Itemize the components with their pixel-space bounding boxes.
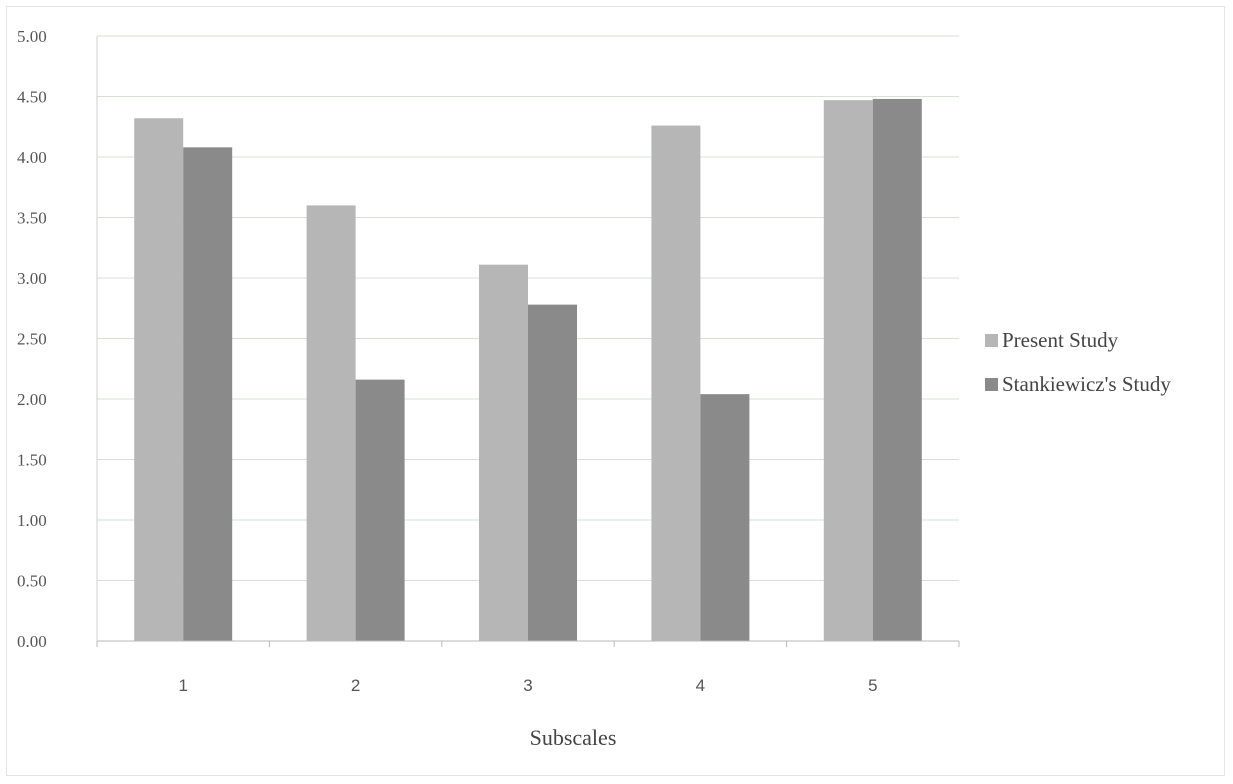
axes: [96, 36, 960, 647]
bar-stankiewicz-study-1: [183, 147, 233, 641]
bar-chart: 0.00 0.50 1.00 1.50 2.00 2.50 3.00 3.50 4.00 4.50…: [17, 27, 960, 750]
y-tick-label: 4.50: [17, 88, 47, 107]
y-tick-label: 4.00: [17, 148, 47, 167]
bar-stankiewicz-study-5: [872, 98, 922, 642]
x-tick-label: 5: [868, 676, 877, 695]
y-tick-label: 3.00: [17, 269, 47, 288]
y-tick-labels: 0.00 0.50 1.00 1.50 2.00 2.50 3.00 3.50 4.00 4.50…: [17, 27, 47, 651]
bars: [134, 98, 922, 642]
bar-stankiewicz-study-2: [355, 379, 405, 641]
y-tick-label: 2.00: [17, 390, 47, 409]
legend-label: Present Study: [1002, 327, 1119, 352]
bar-present-study-2: [306, 205, 356, 641]
y-tick-label: 3.50: [17, 209, 47, 228]
legend: Present Study Stankiewicz's Study: [985, 318, 1230, 406]
x-axis-title: Subscales: [530, 725, 617, 750]
y-tick-label: 0.00: [17, 632, 47, 651]
x-tick-label: 4: [696, 676, 705, 695]
y-tick-label: 1.50: [17, 451, 47, 470]
bar-stankiewicz-study-3: [528, 304, 577, 641]
legend-swatch: [985, 333, 998, 347]
legend-swatch: [985, 377, 998, 391]
x-tick-label: 1: [178, 676, 187, 695]
bar-present-study-3: [479, 264, 528, 641]
y-tick-label: 2.50: [17, 330, 47, 349]
legend-item: Present Study: [985, 318, 1230, 362]
y-tick-label: 5.00: [17, 27, 47, 46]
bar-present-study-5: [823, 100, 873, 641]
legend-label: Stankiewicz's Study: [1002, 371, 1171, 396]
bar-stankiewicz-study-4: [700, 394, 750, 641]
bar-present-study-4: [651, 125, 701, 642]
gridlines: [97, 35, 959, 581]
x-tick-label: 3: [523, 676, 532, 695]
bar-present-study-1: [134, 118, 184, 641]
chart-frame: 0.00 0.50 1.00 1.50 2.00 2.50 3.00 3.50 4.00 4.50…: [6, 6, 1225, 776]
y-tick-label: 0.50: [17, 572, 47, 591]
x-tick-label: 2: [351, 676, 360, 695]
x-tick-labels: 1 2 3 4 5: [178, 676, 877, 695]
y-tick-label: 1.00: [17, 511, 47, 530]
legend-item: Stankiewicz's Study: [985, 362, 1230, 406]
